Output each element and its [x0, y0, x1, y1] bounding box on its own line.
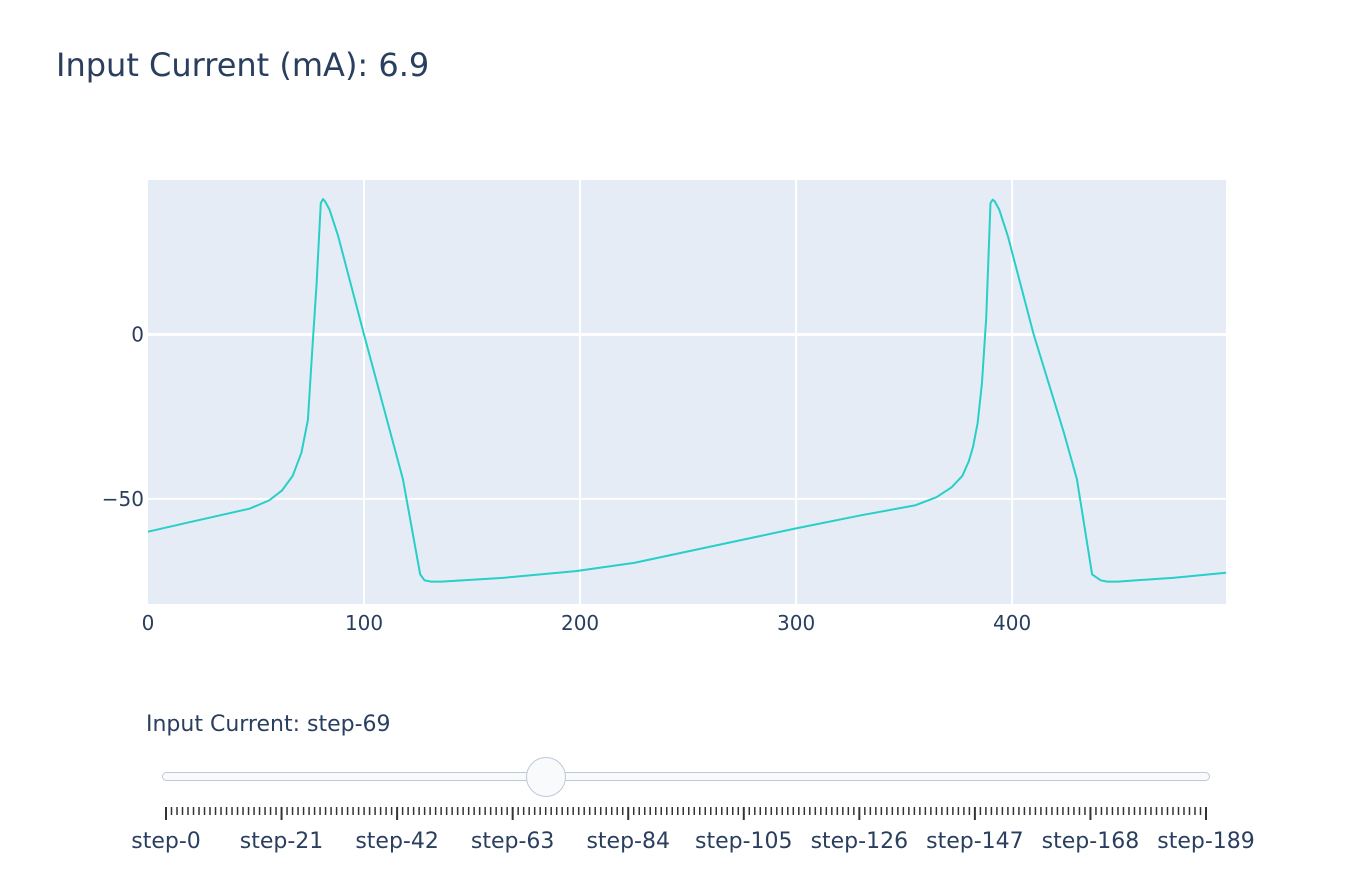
page-title: Input Current (mA): 6.9 [56, 46, 430, 84]
slider-step-label[interactable]: step-105 [695, 829, 793, 854]
chart: 0 100 200 300 400 0 −50 [102, 180, 1227, 635]
x-tick-label: 300 [777, 611, 815, 635]
x-tick-label: 200 [561, 611, 599, 635]
slider-step-label[interactable]: step-147 [926, 829, 1024, 854]
slider-step-label[interactable]: step-126 [810, 829, 909, 854]
x-tick-label: 0 [142, 611, 155, 635]
series-line [147, 198, 1227, 583]
slider-step-label[interactable]: step-189 [1157, 829, 1255, 854]
x-tick-label: 400 [993, 611, 1031, 635]
slider-handle[interactable] [525, 757, 566, 797]
slider-step-label[interactable]: step-168 [1041, 829, 1140, 854]
series-layer [147, 198, 1227, 583]
slider-current-value-label: Input Current: step-69 [146, 712, 391, 737]
y-tick-label: 0 [131, 322, 144, 346]
slider-step-label[interactable]: step-84 [586, 829, 670, 854]
grid-lines [148, 180, 1226, 604]
x-tick-label: 100 [345, 611, 383, 635]
slider-step-label[interactable]: step-21 [239, 829, 324, 854]
slider-step-label[interactable]: step-0 [131, 829, 201, 854]
slider-step-label[interactable]: step-42 [355, 829, 439, 854]
slider-step-label[interactable]: step-63 [470, 829, 555, 854]
tick-labels: 0 100 200 300 400 0 −50 [102, 322, 1031, 635]
y-tick-label: −50 [102, 487, 144, 511]
plot-area [148, 180, 1226, 604]
slider-rail[interactable] [162, 772, 1210, 781]
